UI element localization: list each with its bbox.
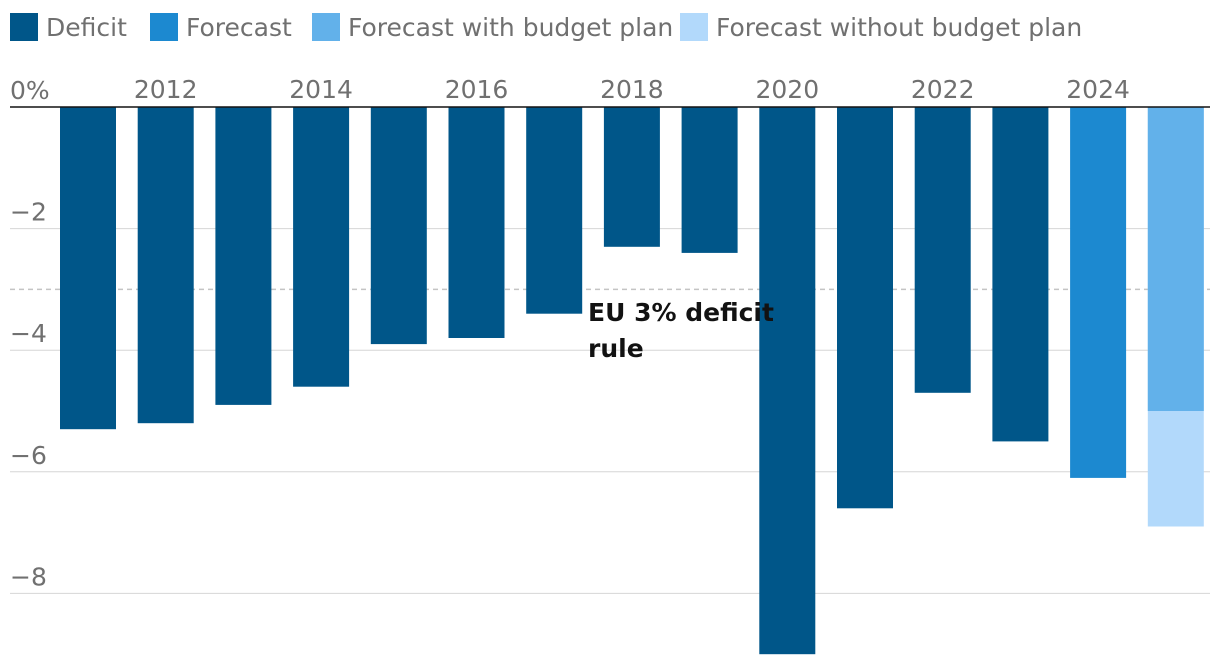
bar-deficit-2022 <box>914 107 971 393</box>
x-tick-label: 2012 <box>134 75 198 104</box>
legend-swatch-forecast_with_plan <box>312 13 340 41</box>
legend: Deficit Forecast Forecast with budget plan… <box>10 13 1082 42</box>
y-tick-label: −6 <box>10 441 47 470</box>
y-tick-label: −2 <box>10 198 47 227</box>
legend-swatch-forecast_without_plan <box>680 13 708 41</box>
bars <box>60 107 1204 655</box>
bar-deficit-2014 <box>293 107 350 387</box>
x-tick-label: 2020 <box>755 75 819 104</box>
axes: 0% −2 −4 −6 −8 2012 2014 2016 2018 2020 2022 2024 <box>10 75 1210 591</box>
bar-deficit-2018 <box>603 107 660 247</box>
bar-deficit-2012 <box>137 107 194 424</box>
x-tick-label: 2014 <box>289 75 353 104</box>
legend-label-forecast_without_plan: Forecast without budget plan <box>716 13 1082 42</box>
bar-deficit-2015 <box>370 107 427 345</box>
legend-label-deficit: Deficit <box>46 13 127 42</box>
legend-swatch-deficit <box>10 13 38 41</box>
bar-deficit-2011 <box>60 107 116 430</box>
bar-forecast_with_plan-2025 <box>1147 107 1204 411</box>
legend-label-forecast: Forecast <box>186 13 292 42</box>
bar-deficit-2021 <box>837 107 893 509</box>
x-tick-label: 2016 <box>445 75 509 104</box>
annotation-eu-deficit-rule: EU 3% deficit rule <box>588 298 774 363</box>
legend-swatch-forecast <box>150 13 178 41</box>
bar-deficit-2023 <box>992 107 1049 442</box>
annotation-line: rule <box>588 334 644 363</box>
bar-deficit-2017 <box>526 107 583 314</box>
y-tick-label: 0% <box>10 76 50 105</box>
x-tick-label: 2024 <box>1066 75 1130 104</box>
x-tick-label: 2018 <box>600 75 664 104</box>
legend-label-forecast_with_plan: Forecast with budget plan <box>348 13 673 42</box>
bar-deficit-2020 <box>759 107 816 655</box>
annotation-line: EU 3% deficit <box>588 298 774 327</box>
x-tick-label: 2022 <box>911 75 975 104</box>
y-tick-label: −8 <box>10 562 47 591</box>
bar-forecast-2024 <box>1070 107 1127 478</box>
bar-deficit-2013 <box>215 107 272 405</box>
y-tick-label: −4 <box>10 319 47 348</box>
bar-deficit-2019 <box>681 107 738 253</box>
annotations: EU 3% deficit rule <box>588 298 774 363</box>
bar-deficit-2016 <box>448 107 505 338</box>
